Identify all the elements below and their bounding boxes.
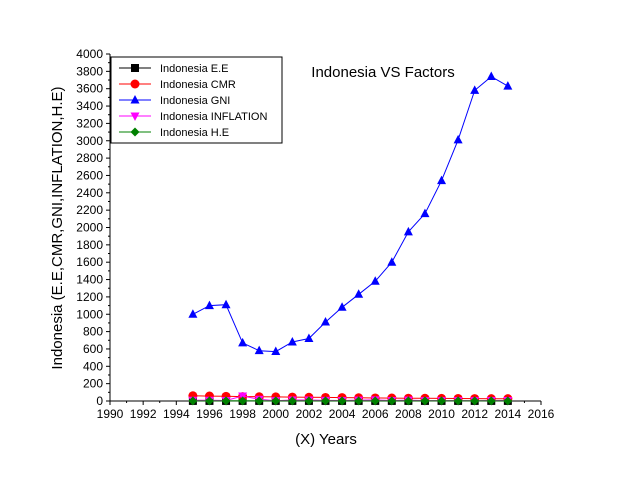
data-point — [271, 396, 281, 406]
x-tick-label: 2014 — [494, 407, 521, 421]
y-tick-label: 1400 — [76, 273, 103, 287]
y-tick-label: 800 — [83, 325, 103, 339]
data-point — [271, 346, 281, 356]
data-point — [321, 396, 330, 406]
y-tick-label: 200 — [83, 377, 103, 391]
data-point — [304, 396, 314, 406]
y-tick-label: 1200 — [76, 290, 103, 304]
data-point — [486, 396, 496, 406]
data-point — [337, 302, 347, 311]
y-tick-label: 3000 — [76, 134, 103, 148]
y-axis-title: Indonesia (E.E,CMR,GNI,INFLATION,H.E) — [49, 86, 66, 369]
data-point — [221, 299, 231, 309]
data-point — [403, 226, 413, 236]
x-tick-label: 2016 — [528, 407, 555, 421]
y-tick-label: 3600 — [76, 82, 103, 96]
series-3 — [188, 392, 513, 406]
data-point — [188, 309, 198, 318]
legend: Indonesia E.E Indonesia CMR Indonesia GNI I… — [110, 56, 283, 144]
legend-marker — [130, 112, 140, 121]
data-point — [387, 257, 397, 266]
data-point — [437, 175, 447, 185]
y-tick-label: 0 — [96, 394, 103, 408]
data-point — [470, 396, 480, 406]
series-4 — [188, 396, 513, 406]
x-tick-label: 2006 — [362, 407, 389, 421]
y-tick-label: 600 — [83, 342, 103, 356]
y-tick-label: 1600 — [76, 255, 103, 269]
data-point — [287, 337, 297, 346]
data-point — [403, 396, 413, 406]
data-point — [486, 71, 496, 81]
series-2 — [188, 71, 513, 356]
y-tick-label: 2600 — [76, 168, 103, 182]
data-point — [287, 396, 297, 406]
y-tick-label: 2800 — [76, 151, 103, 165]
x-axis-title: (X) Years — [295, 431, 357, 448]
x-tick-label: 2008 — [395, 407, 422, 421]
y-tick-label: 2200 — [76, 203, 103, 217]
x-tick-label: 2004 — [329, 407, 356, 421]
legend-marker — [130, 79, 140, 89]
y-tick-label: 3800 — [76, 64, 103, 78]
legend-marker — [130, 95, 140, 104]
data-point — [238, 337, 248, 347]
data-point — [354, 289, 364, 298]
legend-marker — [130, 127, 140, 137]
chart-title: Indonesia VS Factors — [311, 64, 454, 81]
x-tick-label: 2002 — [296, 407, 323, 421]
legend-label: Indonesia E.E — [160, 63, 229, 75]
data-point — [370, 396, 380, 406]
data-point — [337, 396, 347, 406]
y-tick-label: 3400 — [76, 99, 103, 113]
axes: 1990 1992 1994 1996 1998 2000 2002 2004 2006 2008… — [76, 47, 554, 421]
legend-label: Indonesia GNI — [160, 95, 230, 107]
x-tick-label: 2012 — [461, 407, 488, 421]
data-point — [204, 300, 214, 310]
data-point — [503, 81, 513, 90]
x-tick-label: 1990 — [97, 407, 124, 421]
legend-label: Indonesia H.E — [160, 127, 229, 139]
data-point — [453, 134, 463, 144]
y-tick-label: 400 — [83, 359, 103, 373]
data-point — [254, 345, 264, 355]
data-point — [437, 396, 447, 406]
y-tick-label: 2400 — [76, 186, 103, 200]
data-point — [354, 396, 364, 406]
y-tick-label: 4000 — [76, 47, 103, 61]
x-tick-label: 2010 — [428, 407, 455, 421]
legend-marker — [131, 64, 139, 72]
x-tick-label: 1994 — [163, 407, 190, 421]
data-point — [254, 396, 264, 406]
y-tick-label: 3200 — [76, 116, 103, 130]
x-tick-label: 1996 — [196, 407, 223, 421]
data-point — [453, 396, 463, 406]
legend-label: Indonesia INFLATION — [160, 111, 267, 123]
data-point — [387, 396, 397, 406]
y-tick-label: 1800 — [76, 238, 103, 252]
legend-label: Indonesia CMR — [160, 79, 236, 91]
x-tick-label: 2000 — [262, 407, 289, 421]
data-point — [188, 396, 198, 406]
data-point — [470, 85, 480, 94]
data-point — [420, 396, 430, 406]
series-layer — [188, 71, 513, 406]
x-tick-label: 1992 — [130, 407, 157, 421]
data-point — [420, 208, 430, 218]
y-tick-label: 2000 — [76, 221, 103, 235]
data-point — [503, 396, 513, 406]
data-point — [221, 396, 231, 406]
data-point — [238, 396, 248, 406]
data-point — [321, 317, 330, 326]
data-point — [304, 333, 314, 343]
data-point — [204, 396, 214, 406]
y-tick-label: 1000 — [76, 307, 103, 321]
x-tick-label: 1998 — [229, 407, 256, 421]
data-point — [370, 276, 380, 285]
